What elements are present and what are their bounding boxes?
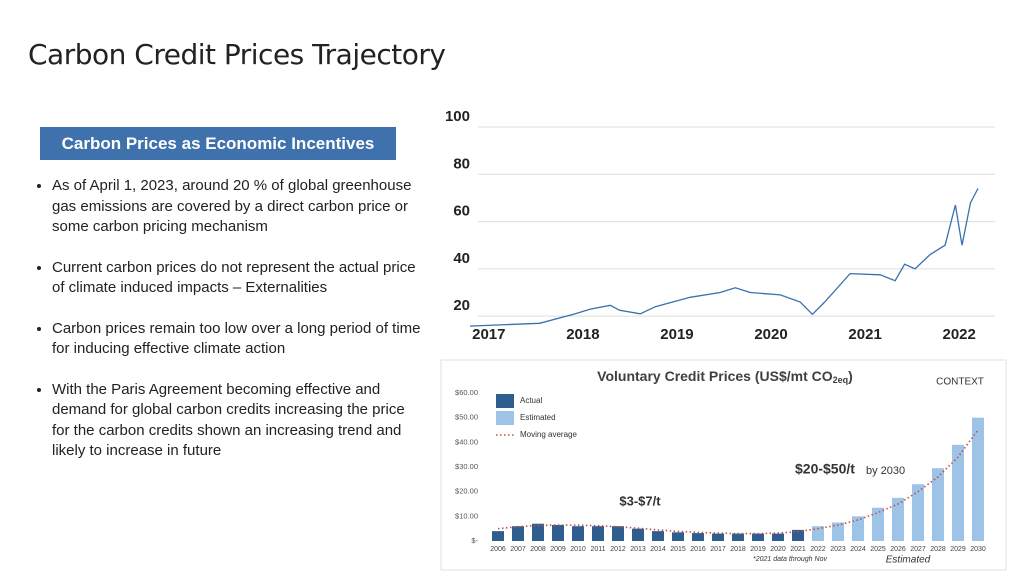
x-tick-label: 2029 bbox=[950, 546, 966, 553]
x-tick-label: 2015 bbox=[670, 546, 686, 553]
bar bbox=[672, 532, 684, 541]
chart-title: Voluntary Credit Prices (US$/mt CO2eq) bbox=[597, 368, 853, 386]
bar bbox=[912, 484, 924, 541]
bar bbox=[492, 531, 504, 541]
y-tick-label: $50.00 bbox=[455, 413, 478, 422]
x-tick-label: 2022 bbox=[942, 326, 975, 343]
x-tick-label: 2011 bbox=[590, 546, 605, 553]
bar bbox=[832, 522, 844, 541]
bullet: As of April 1, 2023, around 20 % of glob… bbox=[52, 176, 422, 238]
x-tick-label: 2027 bbox=[910, 546, 926, 553]
bar bbox=[612, 526, 624, 541]
y-tick-label: 100 bbox=[445, 108, 470, 125]
x-tick-label: 2021 bbox=[848, 326, 881, 343]
legend-swatch bbox=[496, 411, 514, 425]
x-tick-label: 2007 bbox=[510, 546, 526, 553]
x-tick-label: 2020 bbox=[754, 326, 787, 343]
bullet: With the Paris Agreement becoming effect… bbox=[52, 380, 422, 462]
y-tick-label: $60.00 bbox=[455, 388, 478, 397]
bar bbox=[812, 526, 824, 541]
y-tick-label: 80 bbox=[453, 155, 470, 172]
annotation: $20-$50/t bbox=[795, 461, 855, 477]
title-end: ) bbox=[848, 368, 853, 384]
x-tick-label: 2025 bbox=[870, 546, 886, 553]
bar bbox=[712, 533, 724, 541]
x-tick-label: 2019 bbox=[750, 546, 766, 553]
bar bbox=[852, 516, 864, 541]
x-tick-label: 2013 bbox=[630, 546, 646, 553]
bar bbox=[892, 497, 904, 541]
x-tick-label: 2026 bbox=[890, 546, 906, 553]
x-tick-label: 2010 bbox=[570, 546, 586, 553]
x-tick-label: 2012 bbox=[610, 546, 626, 553]
bar bbox=[692, 533, 704, 541]
slide-title: Carbon Credit Prices Trajectory bbox=[28, 38, 446, 71]
logo: CONTEXT bbox=[936, 377, 984, 388]
legend-label: Actual bbox=[520, 396, 542, 405]
bullet: Current carbon prices do not represent t… bbox=[52, 258, 422, 299]
bar bbox=[932, 468, 944, 541]
bar bbox=[632, 528, 644, 541]
legend-label: Moving average bbox=[520, 430, 577, 439]
annotation: *2021 data through Nov bbox=[753, 556, 827, 563]
bar bbox=[872, 507, 884, 541]
legend-swatch bbox=[496, 394, 514, 408]
x-tick-label: 2018 bbox=[566, 326, 599, 343]
x-tick-label: 2028 bbox=[930, 546, 946, 553]
x-tick-label: 2019 bbox=[660, 326, 693, 343]
bar bbox=[652, 531, 664, 541]
panel-header: Carbon Prices as Economic Incentives bbox=[40, 127, 396, 160]
bar bbox=[572, 526, 584, 541]
bar bbox=[792, 529, 804, 541]
x-tick-label: 2030 bbox=[970, 546, 986, 553]
bar bbox=[592, 526, 604, 541]
x-tick-label: 2024 bbox=[850, 546, 866, 553]
x-tick-label: 2006 bbox=[490, 546, 506, 553]
x-tick-label: 2014 bbox=[650, 546, 666, 553]
bar bbox=[952, 444, 964, 541]
x-tick-label: 2016 bbox=[690, 546, 706, 553]
bullet-list: As of April 1, 2023, around 20 % of glob… bbox=[30, 176, 422, 482]
y-tick-label: $20.00 bbox=[455, 487, 478, 496]
x-tick-label: 2020 bbox=[770, 546, 786, 553]
y-tick-label: $- bbox=[471, 536, 478, 545]
title-text: Voluntary Credit Prices (US$/mt CO bbox=[597, 368, 833, 384]
bar bbox=[752, 533, 764, 541]
x-tick-label: 2018 bbox=[730, 546, 746, 553]
price-line bbox=[469, 188, 979, 327]
annotation: by 2030 bbox=[866, 465, 905, 477]
y-tick-label: $10.00 bbox=[455, 511, 478, 520]
legend-label: Estimated bbox=[520, 413, 556, 422]
x-tick-label: 2008 bbox=[530, 546, 546, 553]
x-tick-label: 2017 bbox=[710, 546, 726, 553]
x-tick-label: 2022 bbox=[810, 546, 826, 553]
y-tick-label: 20 bbox=[453, 297, 470, 314]
x-tick-label: 2023 bbox=[830, 546, 846, 553]
annotation: Estimated bbox=[886, 555, 931, 566]
bar bbox=[972, 417, 984, 541]
y-tick-label: 40 bbox=[453, 250, 470, 267]
bar bbox=[532, 523, 544, 541]
y-tick-label: $40.00 bbox=[455, 437, 478, 446]
bar bbox=[512, 526, 524, 541]
title-subscript: 2eq bbox=[833, 375, 849, 385]
moving-average bbox=[497, 429, 979, 535]
x-tick-label: 2021 bbox=[790, 546, 806, 553]
bar bbox=[732, 533, 744, 541]
y-tick-label: $30.00 bbox=[455, 462, 478, 471]
bullet: Carbon prices remain too low over a long… bbox=[52, 319, 422, 360]
bar bbox=[552, 524, 564, 541]
x-tick-label: 2017 bbox=[472, 326, 505, 343]
y-tick-label: 60 bbox=[453, 203, 470, 220]
x-tick-label: 2009 bbox=[550, 546, 566, 553]
bar bbox=[772, 533, 784, 541]
annotation: $3-$7/t bbox=[619, 493, 661, 508]
